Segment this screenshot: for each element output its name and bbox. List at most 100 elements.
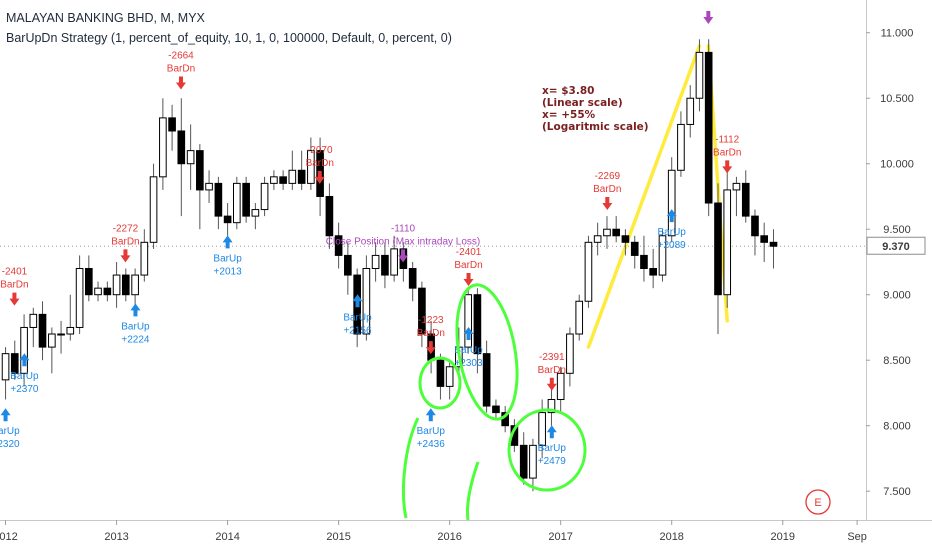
candle xyxy=(575,294,584,341)
candle xyxy=(325,183,334,249)
candle xyxy=(390,235,398,282)
x-tick-label: 2018 xyxy=(659,531,683,543)
candle-body xyxy=(251,209,260,217)
highlight-circle xyxy=(455,283,519,421)
candle-body xyxy=(538,412,546,446)
signal-label: +2224 xyxy=(121,334,150,345)
signal-label: BarUp xyxy=(10,371,39,382)
candle xyxy=(704,39,713,217)
candle-body xyxy=(94,287,102,296)
buy-arrow xyxy=(19,353,30,367)
candle xyxy=(677,111,685,177)
candle xyxy=(66,294,75,341)
signal-label: +2013 xyxy=(214,266,243,277)
candle-body xyxy=(529,444,537,479)
candle xyxy=(593,222,602,256)
candle xyxy=(140,229,149,282)
x-tick-label: 2014 xyxy=(215,531,239,543)
y-tick-label: 8.000 xyxy=(883,421,911,433)
signal-label: BarDn xyxy=(111,236,139,247)
close-signal xyxy=(703,11,714,25)
annotation-line: x= +55% xyxy=(542,109,596,121)
earnings-badge[interactable]: E xyxy=(805,489,831,515)
candle xyxy=(732,176,741,217)
signal-label: BarUp xyxy=(213,253,242,264)
candle xyxy=(371,242,380,282)
candle xyxy=(529,438,537,492)
candle xyxy=(297,150,306,190)
buy-signal: BarUp +2156 xyxy=(343,294,372,336)
sell-arrow xyxy=(602,197,613,211)
candle xyxy=(20,314,28,387)
signal-label: BarDn xyxy=(454,260,482,271)
candle-body xyxy=(584,241,593,302)
candle-body xyxy=(741,182,750,217)
x-tick-label: 2013 xyxy=(104,531,128,543)
signal-label: -2401 xyxy=(456,247,482,258)
candle-body xyxy=(760,235,769,243)
candle-body xyxy=(205,182,213,191)
candle-body xyxy=(751,215,759,237)
signal-label: BarUp xyxy=(0,426,20,437)
buy-arrow xyxy=(546,425,557,439)
signal-label: BarUp xyxy=(343,312,372,323)
y-tick-label: 10.000 xyxy=(880,159,914,171)
candle-body xyxy=(704,51,713,204)
candle xyxy=(640,235,648,282)
x-tick-label: 2012 xyxy=(0,531,18,543)
signal-label: -2070 xyxy=(307,145,333,156)
candle-body xyxy=(593,235,602,243)
candle-body xyxy=(630,241,639,256)
candle-body xyxy=(20,326,28,374)
signal-label: BarDn xyxy=(0,280,28,291)
candle xyxy=(177,98,186,217)
candle-body xyxy=(381,254,389,276)
sell-arrow xyxy=(546,377,557,391)
buy-arrow xyxy=(463,327,474,341)
last-price-text: 9.370 xyxy=(882,241,910,253)
x-tick-label: Sep xyxy=(847,531,867,543)
candle xyxy=(603,216,611,249)
sell-signal: -2272 BarDn xyxy=(111,223,140,263)
candle-body xyxy=(677,123,685,171)
signal-label: -2391 xyxy=(539,352,565,363)
signal-label: +2303 xyxy=(454,358,483,369)
candle-body xyxy=(575,300,584,335)
candle-body xyxy=(223,215,232,224)
candle xyxy=(686,85,695,138)
candle xyxy=(649,248,657,289)
signal-label: -1223 xyxy=(418,315,444,326)
sell-arrow xyxy=(120,249,131,263)
close-signal: -1110 Close Position (Max intraday Loss) xyxy=(326,223,481,263)
sell-signal: -2664 BarDn xyxy=(167,51,195,90)
sell-arrow xyxy=(425,341,436,355)
sell-arrow xyxy=(175,76,186,90)
signal-label: +2156 xyxy=(343,325,372,336)
candle xyxy=(399,242,408,282)
signal-label: BarUp xyxy=(417,426,446,437)
candle-body xyxy=(57,333,65,336)
candle-body xyxy=(242,182,250,217)
candle xyxy=(279,170,287,190)
close-arrow xyxy=(398,249,409,263)
candle-body xyxy=(436,359,445,387)
candle xyxy=(85,255,93,302)
buy-arrow xyxy=(222,235,233,249)
signal-label: +2089 xyxy=(658,240,687,251)
candle xyxy=(584,235,593,308)
signal-label: BarUp xyxy=(121,321,150,332)
close-arrow xyxy=(703,11,714,25)
candle xyxy=(251,203,260,230)
signal-label: Close Position (Max intraday Loss) xyxy=(326,236,481,247)
y-tick-label: 11.000 xyxy=(881,28,914,40)
signal-label: +2320 xyxy=(0,439,20,450)
signal-label: BarUp xyxy=(538,443,567,454)
signal-label: -2272 xyxy=(113,223,139,234)
candle-body xyxy=(334,235,343,256)
candle xyxy=(1,347,10,400)
sell-signal: -2401 BarDn xyxy=(454,247,483,286)
x-tick-label: 2019 xyxy=(770,531,794,543)
sell-arrow xyxy=(722,160,733,174)
candle xyxy=(242,176,250,223)
